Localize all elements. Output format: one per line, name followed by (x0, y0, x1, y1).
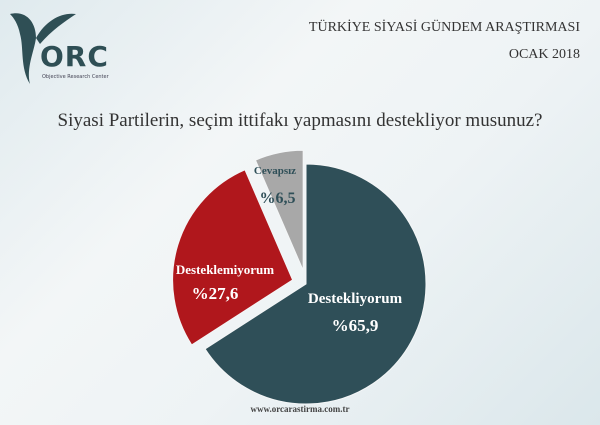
footer-url[interactable]: www.orcarastirma.com.tr (250, 404, 350, 414)
label-cevapsiz: Cevapsız (253, 165, 297, 177)
value-destekliyorum: %65,9 (331, 316, 379, 335)
pie-slice-desteklemiyorum (172, 169, 294, 346)
label-desteklemiyorum: Desteklemiyorum (175, 262, 275, 277)
pie-slice-destekliyorum (204, 163, 427, 405)
header-title: TÜRKİYE SİYASİ GÜNDEM ARAŞTIRMASI (308, 20, 580, 35)
orc-logo-icon (10, 13, 76, 85)
value-desteklemiyorum: %27,6 (191, 284, 239, 303)
pie-slice-cevapsz (254, 149, 304, 271)
chart-title: Siyasi Partilerin, seçim ittifakı yapmas… (57, 110, 543, 131)
logo-text: ORC (40, 40, 109, 73)
logo-subtitle: Objective Research Center (42, 74, 109, 80)
label-destekliyorum: Destekliyorum (307, 291, 403, 307)
header-date: OCAK 2018 (508, 47, 580, 62)
value-cevapsiz: %6,5 (259, 190, 296, 207)
